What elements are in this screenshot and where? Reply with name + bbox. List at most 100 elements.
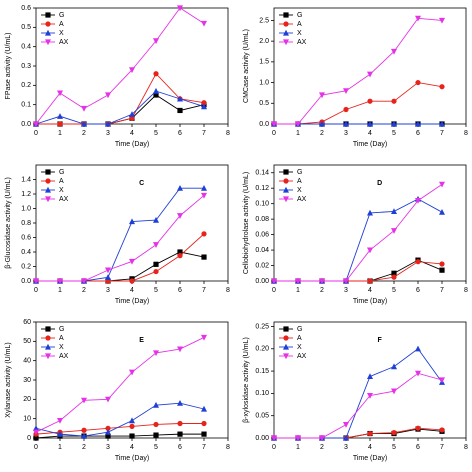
marker xyxy=(177,346,183,353)
x-tick-label: 1 xyxy=(296,444,300,451)
marker xyxy=(415,425,421,431)
marker xyxy=(153,268,159,275)
marker xyxy=(367,278,373,284)
marker xyxy=(319,278,325,285)
legend-label: A xyxy=(297,21,302,28)
y-tick-label: 0.4 xyxy=(21,249,31,256)
x-axis-title: Time (Day) xyxy=(353,298,387,305)
y-tick-label: 0.2 xyxy=(21,82,31,89)
x-tick-label: 4 xyxy=(130,287,134,294)
marker xyxy=(439,377,445,384)
x-tick-label: 7 xyxy=(202,444,206,451)
marker xyxy=(33,425,39,431)
y-tick-label: 50 xyxy=(23,338,31,345)
marker xyxy=(391,228,397,234)
marker xyxy=(391,120,397,127)
marker xyxy=(201,254,207,260)
marker xyxy=(415,345,421,352)
x-tick-label: 3 xyxy=(344,444,348,451)
marker xyxy=(367,98,373,104)
x-tick-label: 8 xyxy=(226,130,230,137)
x-tick-label: 7 xyxy=(440,130,444,137)
y-tick-label: 2.5 xyxy=(259,17,269,24)
legend-label: AX xyxy=(297,353,307,360)
y-tick-label: 0.08 xyxy=(255,216,269,223)
x-axis-title: Time (Day) xyxy=(353,455,387,462)
y-axis-title: Cellobiohydrolase activity (U/mL) xyxy=(243,172,250,274)
marker xyxy=(57,430,63,437)
marker xyxy=(153,92,159,98)
x-tick-label: 3 xyxy=(106,444,110,451)
legend-marker xyxy=(45,343,51,350)
marker xyxy=(415,197,421,204)
legend-marker xyxy=(283,343,289,350)
marker xyxy=(81,432,87,439)
x-tick-label: 8 xyxy=(226,444,230,451)
x-tick-label: 8 xyxy=(464,130,468,137)
marker xyxy=(415,259,421,265)
marker xyxy=(367,209,373,216)
marker xyxy=(439,120,445,127)
x-tick-label: 1 xyxy=(58,444,62,451)
marker xyxy=(129,423,135,429)
marker xyxy=(343,422,349,428)
y-tick-label: 1.2 xyxy=(21,191,31,198)
marker xyxy=(201,420,207,427)
series-line xyxy=(274,348,443,439)
marker xyxy=(153,261,159,267)
marker xyxy=(367,71,373,78)
x-tick-label: 8 xyxy=(226,287,230,294)
y-tick-label: 0.0 xyxy=(259,121,269,128)
series-line xyxy=(274,82,443,125)
plot-frame xyxy=(35,7,229,125)
marker xyxy=(319,120,325,127)
x-tick-label: 2 xyxy=(82,444,86,451)
legend-label: X xyxy=(297,30,302,37)
series-line xyxy=(36,195,205,282)
legend-marker xyxy=(45,12,51,18)
x-tick-label: 4 xyxy=(368,130,372,137)
x-tick-label: 1 xyxy=(58,130,62,137)
x-tick-label: 5 xyxy=(154,130,158,137)
x-tick-label: 7 xyxy=(202,287,206,294)
marker xyxy=(439,84,445,90)
x-tick-label: 1 xyxy=(296,130,300,137)
x-tick-label: 2 xyxy=(82,287,86,294)
marker xyxy=(33,121,39,128)
legend-marker xyxy=(283,12,289,18)
marker xyxy=(33,435,39,441)
marker xyxy=(271,278,277,285)
y-tick-label: 0.0 xyxy=(21,278,31,285)
marker xyxy=(153,216,159,223)
legend-marker xyxy=(283,29,289,36)
marker xyxy=(439,208,445,215)
y-tick-label: 0.3 xyxy=(21,63,31,70)
y-tick-label: 10 xyxy=(23,416,31,423)
legend-label: G xyxy=(59,12,64,19)
marker xyxy=(391,363,397,370)
x-tick-label: 2 xyxy=(320,444,324,451)
legend-label: A xyxy=(59,335,64,342)
marker xyxy=(105,429,111,435)
x-tick-label: 1 xyxy=(58,287,62,294)
plot-frame xyxy=(273,7,467,125)
x-tick-label: 4 xyxy=(368,444,372,451)
series-line xyxy=(36,72,205,125)
marker xyxy=(391,274,397,280)
x-axis-title: Time (Day) xyxy=(115,455,149,462)
marker xyxy=(129,417,135,424)
y-tick-label: 0.02 xyxy=(255,262,269,269)
plot-frame xyxy=(273,321,467,439)
x-tick-label: 3 xyxy=(106,287,110,294)
marker xyxy=(415,79,421,86)
x-tick-label: 2 xyxy=(320,130,324,137)
x-tick-label: 7 xyxy=(440,444,444,451)
marker xyxy=(105,92,111,99)
marker xyxy=(367,373,373,380)
series-line xyxy=(35,423,204,435)
marker xyxy=(57,278,63,285)
x-tick-label: 5 xyxy=(154,287,158,294)
series-line xyxy=(35,90,205,125)
legend-marker xyxy=(283,353,289,360)
series-line xyxy=(274,17,443,125)
